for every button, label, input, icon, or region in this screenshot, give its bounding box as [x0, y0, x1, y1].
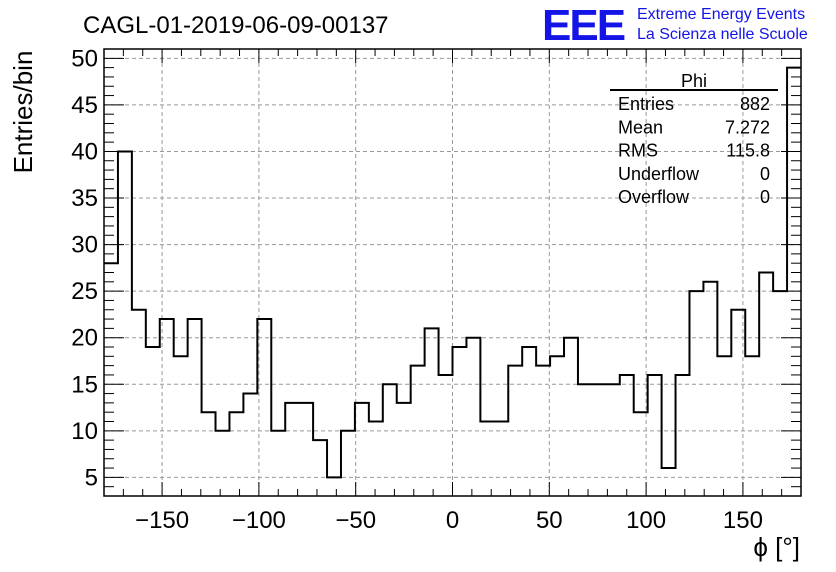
logo-line2: La Scienza nelle Scuole — [637, 26, 808, 43]
x-tick-label: −50 — [335, 507, 376, 534]
stats-label: Entries — [618, 94, 674, 114]
stats-label: Underflow — [618, 164, 700, 184]
stats-box: Phi Entries 882 Mean 7.272 RMS 115.8 Underflow… — [610, 71, 778, 207]
stats-value: 115.8 — [726, 141, 770, 161]
stats-value: 7.272 — [725, 117, 770, 137]
stats-value: 882 — [740, 94, 770, 114]
y-axis-label: Entries/bin — [8, 51, 38, 174]
y-tick-label: 40 — [71, 138, 98, 165]
stats-value: 0 — [760, 187, 770, 207]
y-tick-label: 30 — [71, 232, 98, 259]
stats-label: RMS — [618, 141, 658, 161]
axis-ticks — [103, 48, 802, 497]
eee-logo: EEE Extreme Energy Events La Scienza nel… — [542, 1, 808, 50]
logo-line1: Extreme Energy Events — [637, 6, 805, 23]
x-tick-label: 150 — [723, 507, 763, 534]
x-axis-label: ϕ [°] — [753, 532, 800, 562]
stats-label: Overflow — [618, 187, 690, 207]
grid-lines — [104, 49, 801, 496]
stats-rows: Entries 882 Mean 7.272 RMS 115.8 Underflow 0 Ove… — [618, 94, 770, 207]
stats-title: Phi — [681, 71, 707, 91]
chart-title: CAGL-01-2019-06-09-00137 — [83, 12, 389, 39]
eee-logo-mark: EEE — [542, 1, 625, 50]
y-tick-label: 20 — [71, 325, 98, 352]
stats-value: 0 — [760, 164, 770, 184]
x-tick-labels: −150 −100 −50 0 50 100 150 — [135, 507, 763, 534]
y-tick-label: 35 — [71, 185, 98, 212]
x-tick-label: −100 — [232, 507, 286, 534]
y-tick-label: 15 — [71, 371, 98, 398]
y-tick-label: 45 — [71, 92, 98, 119]
histogram-series — [104, 66, 801, 479]
y-tick-label: 25 — [71, 278, 98, 305]
y-tick-label: 50 — [71, 45, 98, 72]
x-tick-label: 0 — [446, 507, 459, 534]
y-tick-label: 5 — [85, 464, 98, 491]
y-tick-labels: 5 10 15 20 25 30 35 40 45 50 — [71, 45, 98, 491]
y-tick-label: 10 — [71, 418, 98, 445]
stats-label: Mean — [618, 117, 663, 137]
x-tick-label: 50 — [536, 507, 563, 534]
x-tick-label: −150 — [135, 507, 189, 534]
x-tick-label: 100 — [626, 507, 666, 534]
